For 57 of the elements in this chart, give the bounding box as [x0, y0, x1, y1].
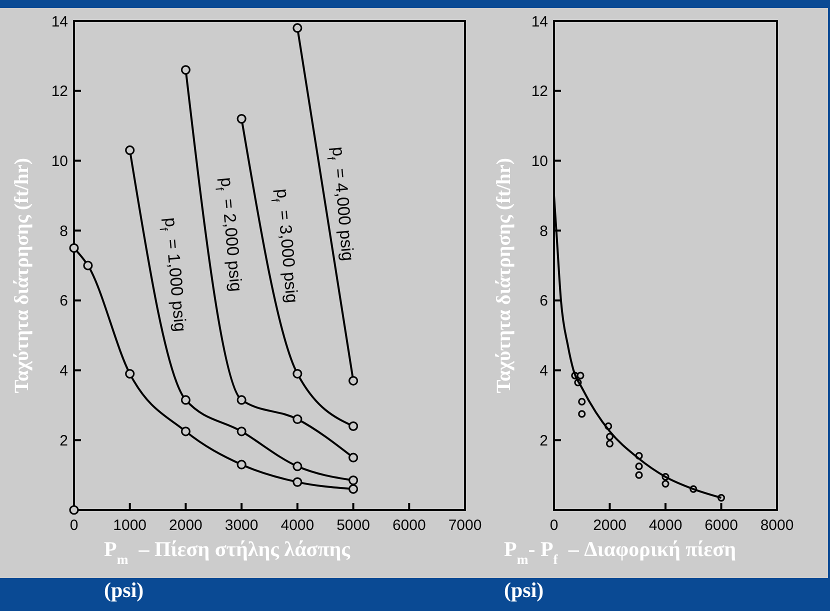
point	[292, 368, 302, 379]
x-tick-label: 5000	[336, 517, 370, 534]
y-tick-label: 14	[531, 13, 548, 30]
x-tick-label: 2000	[169, 517, 202, 534]
y-tick-label: 10	[531, 152, 548, 170]
point	[236, 114, 246, 124]
point	[69, 505, 79, 515]
point	[180, 395, 191, 405]
point	[125, 145, 135, 156]
point	[662, 480, 670, 488]
point	[348, 376, 358, 386]
y-tick-label: 2	[540, 432, 548, 450]
x-tick-label: 6000	[704, 517, 738, 534]
point	[292, 414, 302, 424]
y-tick-label: 8	[60, 222, 68, 240]
point	[125, 368, 135, 379]
point	[292, 462, 302, 472]
point	[180, 65, 191, 75]
x-tick-label: 0	[70, 517, 78, 534]
point	[348, 476, 358, 486]
point	[292, 477, 302, 487]
x-tick-label: 4000	[648, 517, 682, 534]
x-tick-label: 4000	[280, 517, 314, 534]
point	[576, 372, 584, 380]
y-tick-label: 6	[60, 292, 68, 310]
point	[348, 421, 358, 431]
y-tick-label: 8	[540, 222, 548, 240]
point	[635, 471, 643, 479]
x-tick-label: 1000	[113, 517, 147, 534]
point	[83, 260, 93, 270]
point	[348, 452, 358, 462]
x-tick-label: 7000	[448, 517, 482, 534]
point	[236, 395, 246, 405]
point	[606, 432, 614, 440]
x-tick-label: 8000	[760, 517, 794, 534]
y-tick-label: 4	[540, 362, 548, 380]
y-tick-label: 4	[60, 362, 68, 380]
y-tick-label: 2	[60, 432, 68, 450]
x-tick-label: 6000	[392, 517, 426, 534]
point	[606, 440, 614, 448]
y-tick-label: 14	[51, 13, 68, 30]
y-tick-label: 12	[51, 83, 68, 100]
point	[236, 460, 246, 470]
point	[578, 398, 586, 406]
x-tick-label: 0	[550, 517, 558, 534]
x-tick-label: 2000	[593, 517, 626, 534]
point	[635, 462, 643, 470]
y-tick-label: 10	[51, 152, 68, 170]
point	[180, 426, 191, 436]
point	[236, 426, 246, 436]
point	[348, 484, 358, 494]
y-tick-label: 6	[540, 292, 548, 310]
point	[292, 23, 302, 33]
point	[69, 243, 79, 253]
y-tick-label: 12	[531, 83, 548, 100]
x-tick-label: 3000	[224, 517, 258, 534]
point	[578, 410, 586, 418]
